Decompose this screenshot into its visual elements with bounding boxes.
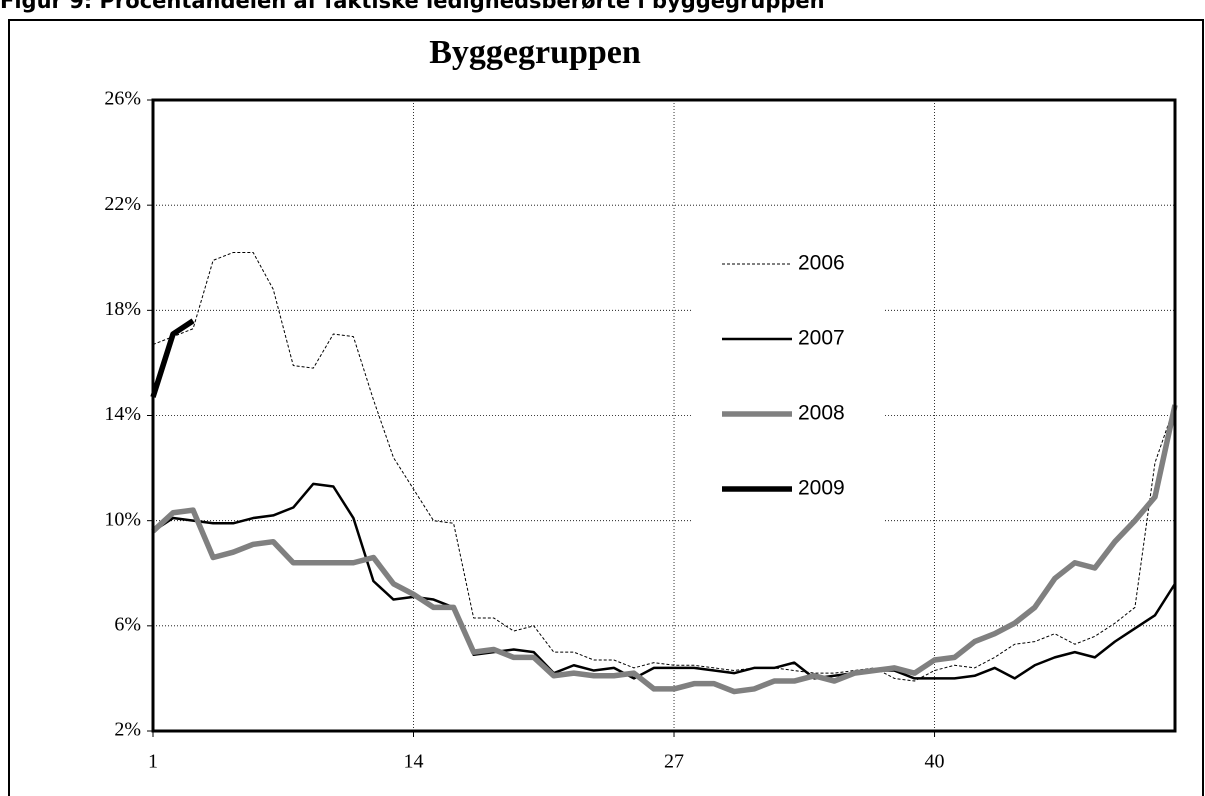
series-line (152, 482, 1177, 680)
legend-label: 2009 (798, 477, 845, 500)
chart-title: Byggegruppen (429, 34, 641, 71)
series-line (150, 318, 195, 398)
y-tick-label: 10% (104, 508, 141, 530)
caption: Figur 9: Procentandelen af faktiske ledi… (0, 0, 825, 13)
y-tick-label: 14% (104, 403, 141, 425)
y-tick-label: 2% (114, 719, 141, 741)
x-tick-label: 40 (925, 751, 945, 773)
series-line (151, 404, 1178, 695)
x-tick-label: 14 (404, 751, 424, 773)
plot-border (151, 98, 1177, 733)
x-tick-label: 27 (664, 751, 684, 773)
chart-frame (8, 19, 1204, 796)
y-tick-label: 6% (114, 613, 141, 635)
legend-box (693, 238, 883, 523)
x-tick-label: 1 (148, 751, 158, 773)
legend-label: 2007 (798, 327, 845, 350)
y-tick-label: 18% (104, 298, 141, 320)
legend-label: 2006 (798, 252, 845, 275)
y-tick-label: 22% (104, 193, 141, 215)
legend-label: 2008 (798, 402, 845, 425)
y-tick-label: 26% (104, 88, 141, 110)
series-line (152, 251, 1176, 682)
